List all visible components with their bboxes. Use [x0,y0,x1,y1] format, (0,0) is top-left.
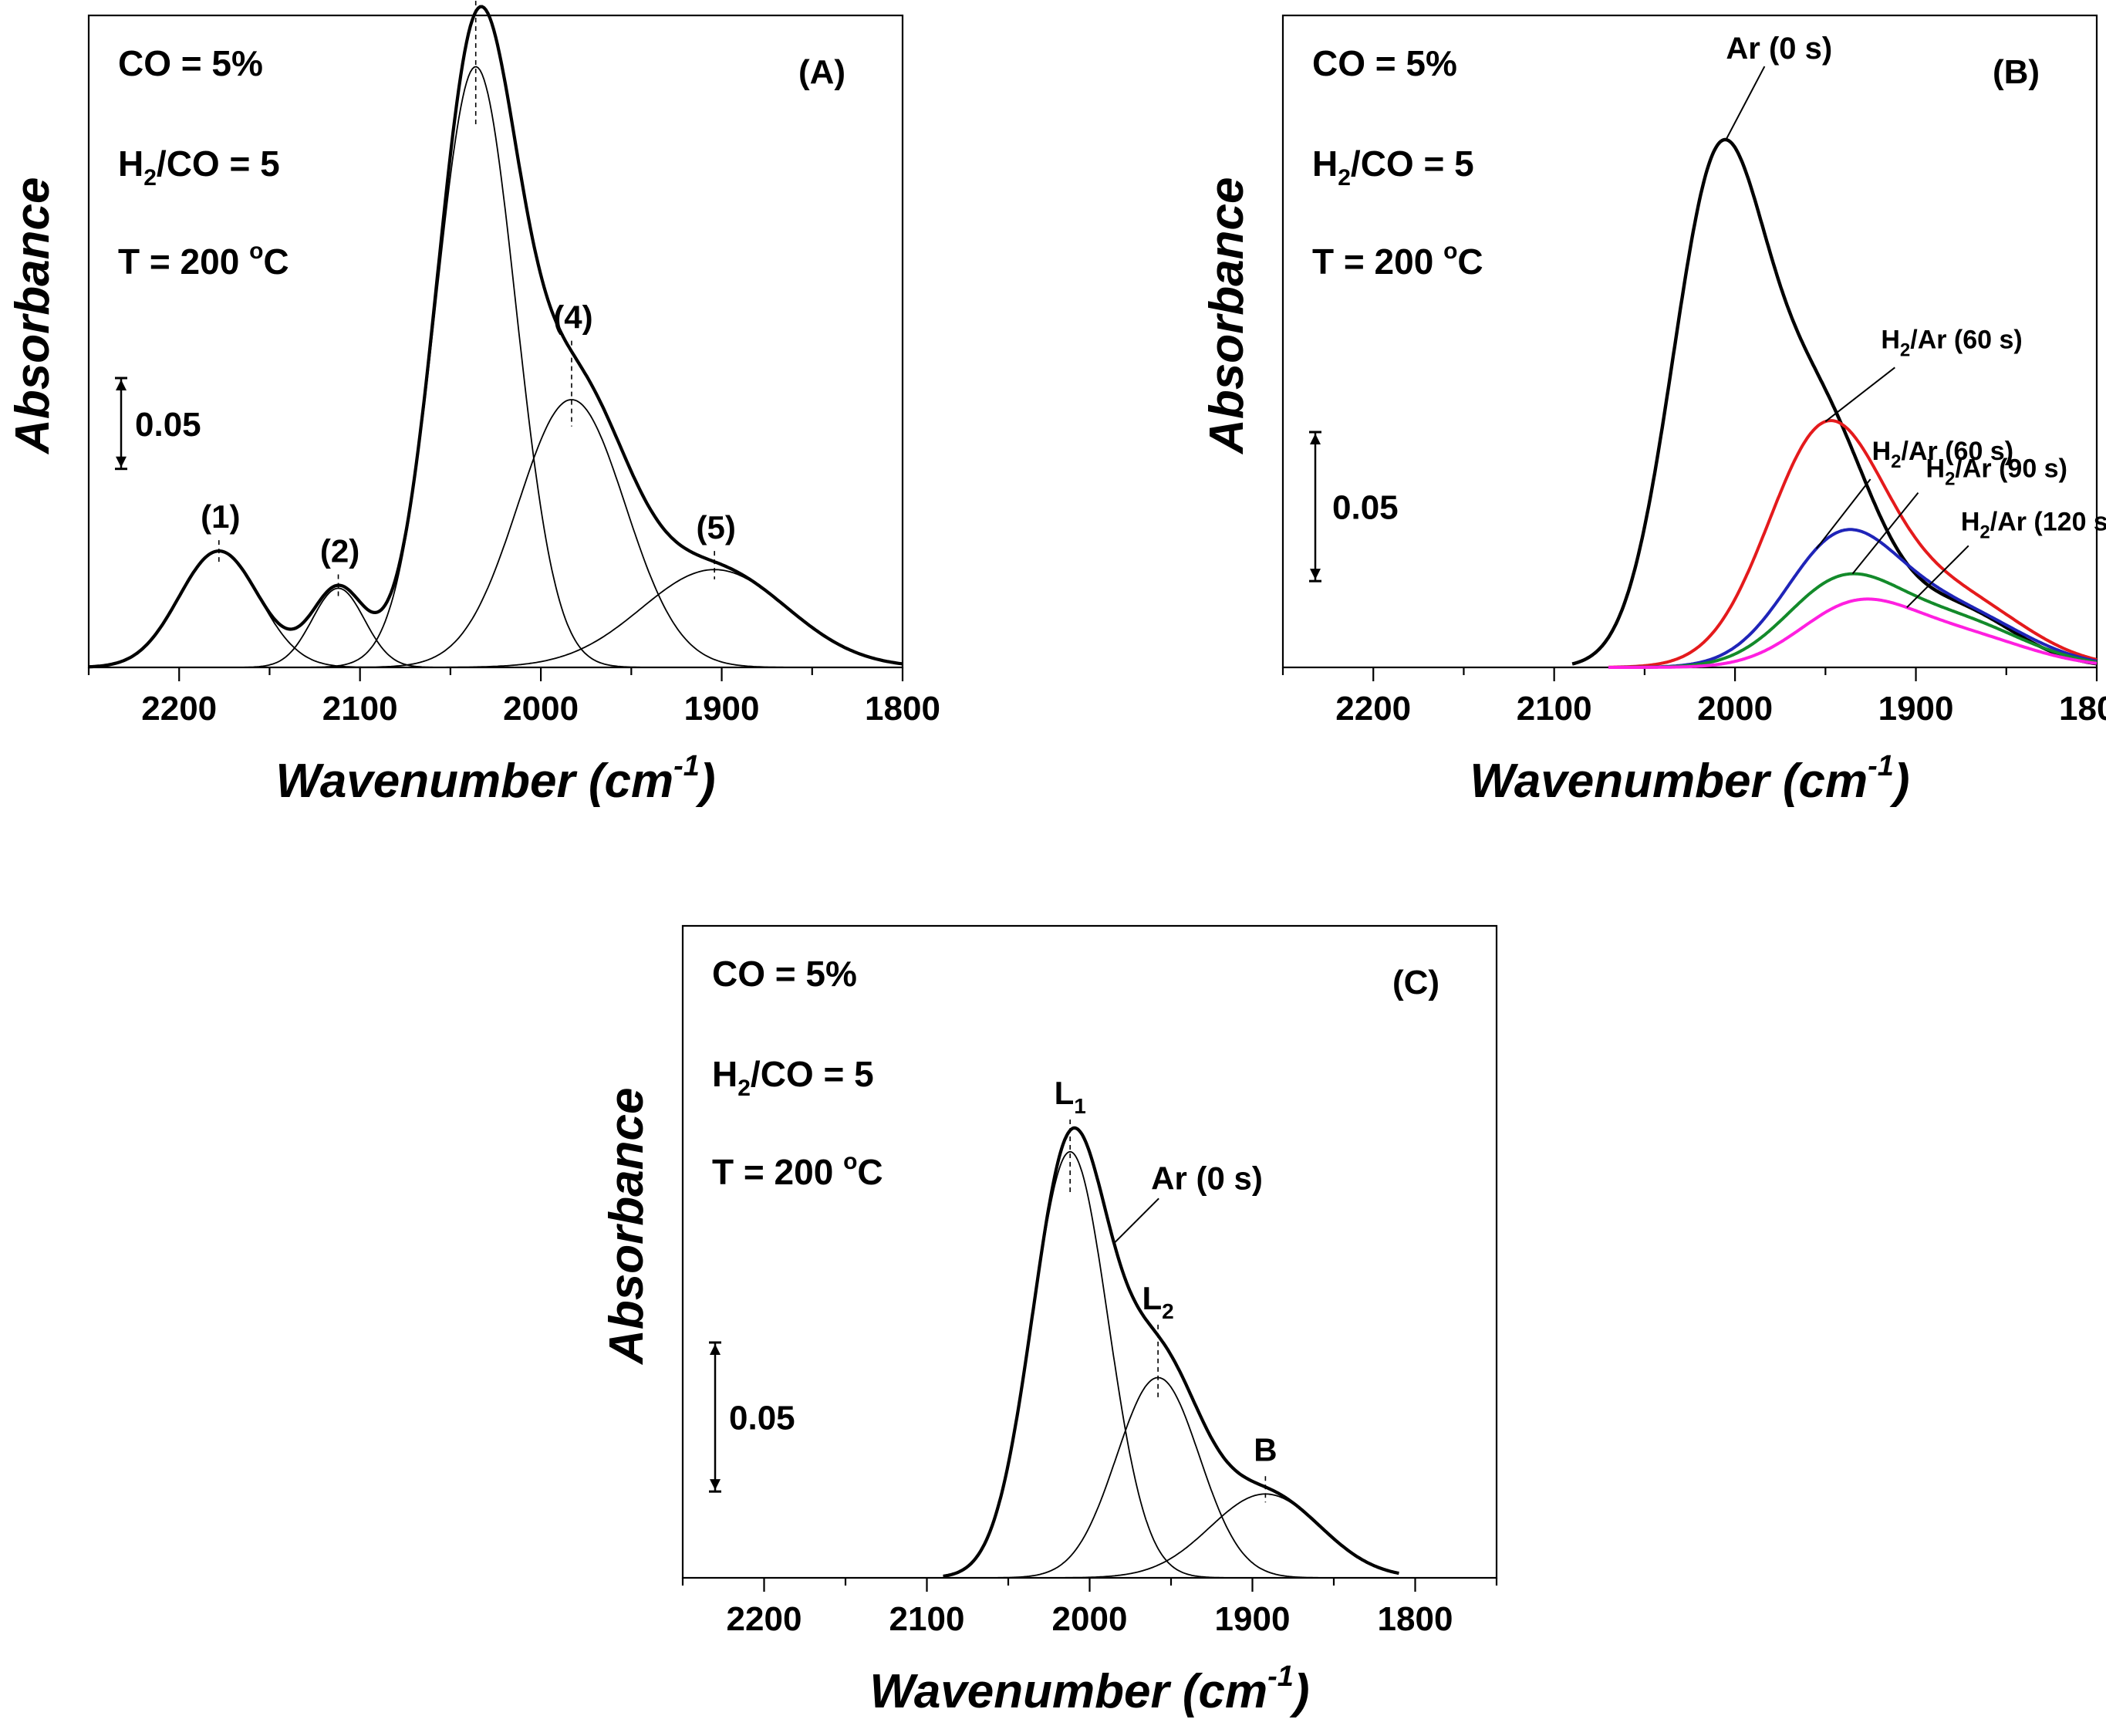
peak-label: L2 [1142,1280,1174,1323]
envelope-curve [88,5,903,669]
series-label: H2/Ar (60 s) [1881,325,2022,360]
annotation-leader [1906,545,1969,609]
annotation-leader [1824,366,1895,423]
x-tick-label: 2000 [1697,690,1773,728]
x-tick-label: 2100 [1517,690,1592,728]
chart-panel-a: 2200 2100 2000 1900 1800 Wavenumber (cm-1) Abs… [6,0,940,808]
condition-temperature: T = 200 oC [1312,238,1483,282]
scale-bar: 0.05 [1309,431,1399,583]
peak-label: (4) [553,299,592,336]
x-tick-label: 1900 [1215,1600,1291,1638]
condition-co: CO = 5% [118,43,263,83]
condition-h2-co: H2/CO = 5 [118,144,280,191]
annotation-leader [1113,1197,1159,1244]
panel-label: (C) [1392,964,1439,1001]
chart-panel-b: 2200 2100 2000 1900 1800 Wavenumber (cm-1) Abs… [1200,14,2106,808]
x-tick-label: 2200 [141,690,217,728]
series-label: Ar (0 s) [1151,1160,1263,1196]
y-axis-label: Absorbance [6,177,59,455]
panel-label: (A) [798,53,845,91]
x-tick-label: 1900 [1878,690,1954,728]
component-peak [943,1150,1399,1579]
annotation-leader [1851,491,1919,575]
plot-frame [681,924,1498,1579]
peak-label: B [1254,1431,1277,1467]
series-label: Ar (0 s) [1726,32,1832,66]
scale-bar: 0.05 [709,1341,795,1493]
series-curve [1571,137,2098,666]
scale-bar-label: 0.05 [729,1400,795,1437]
panel-label: (B) [1993,53,2040,91]
x-tick-label: 2200 [727,1600,802,1638]
series-label: H2/Ar (60 s) [1872,437,2013,472]
x-axis-label: Wavenumber (cm-1) [275,750,715,808]
x-tick-label: 1800 [865,690,940,728]
y-axis-label: Absorbance [600,1088,653,1366]
x-axis-label: Wavenumber (cm-1) [869,1660,1309,1718]
annotation-leader [1725,66,1766,140]
x-tick-label: 2100 [322,690,398,728]
peak-label: L1 [1055,1075,1086,1118]
condition-h2-co: H2/CO = 5 [712,1054,874,1101]
y-axis-label: Absorbance [1200,177,1254,455]
condition-co: CO = 5% [712,954,857,994]
x-tick-label: 1800 [1378,1600,1453,1638]
chart-panel-c: 2200 2100 2000 1900 1800 Wavenumber (cm-1) Abs… [600,924,1498,1718]
scale-bar-label: 0.05 [135,406,201,444]
condition-temperature: T = 200 oC [118,238,289,282]
x-tick-label: 2200 [1335,690,1411,728]
peak-label: (5) [697,509,736,545]
envelope-curve [943,1126,1399,1578]
annotation-leader [1815,478,1871,549]
x-axis-label: Wavenumber (cm-1) [1470,750,1909,808]
peak-label: (1) [201,498,240,535]
component-peak [89,569,903,668]
series-curve [1608,419,2098,669]
x-tick-label: 1900 [684,690,760,728]
x-tick-label: 2000 [1052,1600,1128,1638]
x-tick-label: 1800 [2059,690,2106,728]
series-curve [1608,572,2098,669]
component-peak [943,1376,1399,1579]
x-tick-label: 2100 [889,1600,965,1638]
series-curve [1608,597,2098,669]
peak-label: (2) [320,533,359,569]
scale-bar-label: 0.05 [1332,489,1399,527]
series-label: H2/Ar (90 s) [1926,454,2067,490]
scale-bar: 0.05 [115,377,201,471]
series-label: H2/Ar (120 s) [1961,507,2106,542]
condition-h2-co: H2/CO = 5 [1312,144,1474,191]
condition-temperature: T = 200 oC [712,1149,883,1192]
condition-co: CO = 5% [1312,43,1457,83]
component-peak [89,587,903,668]
x-tick-label: 2000 [503,690,579,728]
